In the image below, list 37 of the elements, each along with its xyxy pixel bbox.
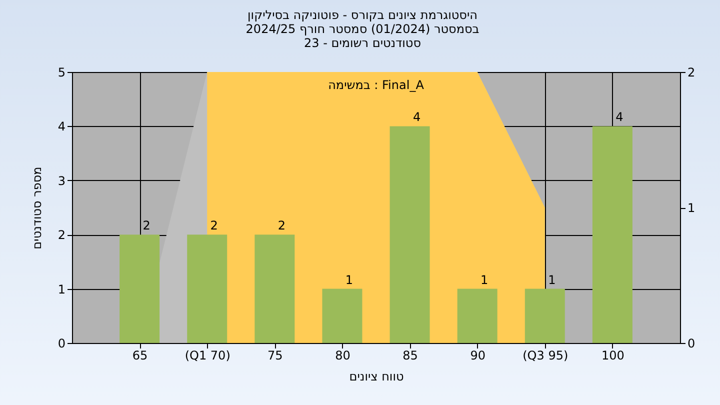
y-tick-label: 5: [58, 66, 66, 80]
x-tick-label: (Q1 70): [184, 348, 230, 362]
x-tick-label: 65: [132, 348, 148, 362]
data-label: 1: [548, 272, 556, 287]
data-label: 1: [345, 272, 354, 287]
y-tick-label: 3: [58, 174, 66, 188]
data-label: 4: [412, 110, 421, 124]
chart-title: היסטוגרמת ציונים בקורס - פוטוניקה בסיליקון בסמסטר (01/2024) סמסטר חורף 2024/25 סטודנטים רשומים - 23: [246, 8, 480, 50]
x-tick-label: 80: [335, 348, 350, 362]
data-label: 2: [278, 218, 286, 233]
bar: [120, 234, 160, 343]
y-axis-title: מספר סטודנטים: [30, 166, 44, 250]
y-tick-label: 0: [58, 336, 66, 350]
bar: [524, 288, 565, 343]
x-tick-label: (Q3 95): [522, 348, 568, 362]
annotation: במשימה : Final_A: [328, 78, 425, 92]
x-axis-title: טווח ציונים: [349, 370, 404, 384]
y2-tick-label: 2: [688, 66, 696, 80]
data-label: 4: [616, 110, 624, 124]
y2-tick-label: 0: [688, 336, 696, 350]
y-tick-label: 1: [58, 282, 66, 296]
bar: [322, 288, 362, 343]
data-label: 2: [210, 218, 218, 233]
y2-tick-label: 1: [688, 201, 696, 215]
data-label: 1: [480, 272, 488, 287]
x-tick-label: 90: [470, 348, 486, 362]
bar: [390, 126, 430, 343]
data-label: 2: [142, 218, 150, 233]
bar: [592, 126, 632, 343]
y-tick-label: 4: [58, 120, 66, 134]
y-tick-label: 2: [58, 228, 66, 242]
bar: [254, 234, 295, 343]
bar: [187, 234, 228, 343]
x-tick-label: 100: [601, 348, 624, 362]
x-tick-label: 75: [268, 348, 283, 362]
x-tick-label: 85: [402, 348, 418, 362]
bar: [457, 288, 498, 343]
